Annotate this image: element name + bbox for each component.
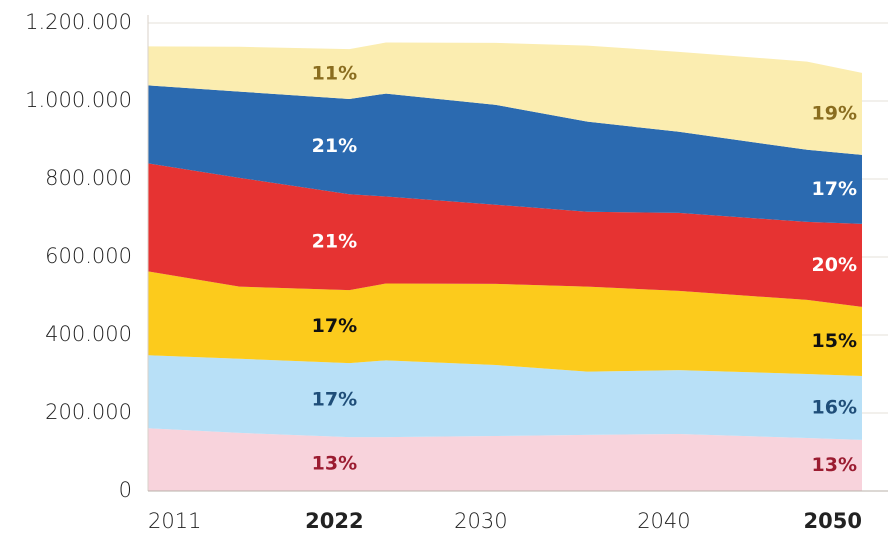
x-tick-label: 2011 bbox=[148, 509, 201, 533]
share-label: 17% bbox=[312, 315, 357, 337]
share-label: 21% bbox=[312, 231, 357, 253]
y-tick-label: 1.200.000 bbox=[25, 10, 132, 34]
share-label: 15% bbox=[812, 330, 857, 352]
y-tick-label: 800.000 bbox=[45, 166, 132, 190]
share-label: 17% bbox=[312, 389, 357, 411]
share-label: 19% bbox=[812, 102, 857, 124]
share-label: 13% bbox=[312, 453, 357, 475]
area bbox=[148, 42, 862, 155]
share-label: 20% bbox=[812, 254, 857, 276]
x-tick-label: 2050 bbox=[804, 509, 862, 533]
y-tick-label: 400.000 bbox=[45, 322, 132, 346]
y-tick-label: 200.000 bbox=[45, 400, 132, 424]
share-label: 17% bbox=[812, 178, 857, 200]
share-label: 21% bbox=[312, 135, 357, 157]
share-label: 13% bbox=[812, 454, 857, 476]
share-label: 11% bbox=[312, 63, 357, 85]
y-tick-label: 1.000.000 bbox=[25, 88, 132, 112]
area bbox=[148, 163, 862, 307]
area bbox=[148, 271, 862, 376]
y-tick-label: 0 bbox=[119, 478, 132, 502]
share-label: 16% bbox=[812, 396, 857, 418]
y-tick-label: 600.000 bbox=[45, 244, 132, 268]
area bbox=[148, 355, 862, 440]
x-tick-label: 2030 bbox=[454, 509, 507, 533]
x-tick-label: 2022 bbox=[305, 509, 363, 533]
area bbox=[148, 428, 862, 491]
x-tick-label: 2040 bbox=[637, 509, 690, 533]
area bbox=[148, 85, 862, 224]
